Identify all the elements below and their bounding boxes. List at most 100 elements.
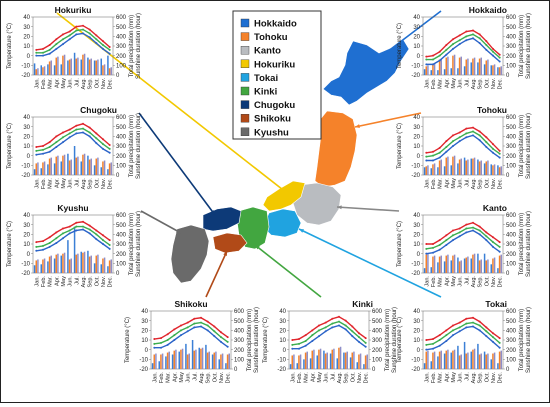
- bar-sunshine_b: [37, 259, 39, 273]
- point-max-temp: [425, 243, 428, 245]
- leader-kanto: [336, 206, 400, 212]
- point-max-temp: [344, 319, 347, 322]
- bar-precipitation: [316, 355, 318, 369]
- x-tick-label: Mar.: [48, 178, 54, 189]
- point-max-temp: [55, 135, 58, 138]
- bar-sunshine_b: [70, 258, 72, 273]
- point-mean-temp: [445, 239, 448, 242]
- bar-sunshine_a: [498, 255, 501, 273]
- point-mean-temp: [485, 235, 488, 238]
- y-tick-label: -20: [411, 73, 420, 79]
- x-tick-label: Aug.: [199, 372, 205, 384]
- bar-precipitation: [336, 358, 338, 369]
- x-tick-label: Apr.: [444, 78, 450, 88]
- point-mean-temp: [95, 38, 98, 41]
- y-tick-label: 0: [417, 252, 421, 258]
- bar-sunshine_a: [180, 349, 182, 369]
- point-min-temp: [95, 42, 98, 45]
- bar-sunshine_a: [458, 57, 461, 75]
- point-max-temp: [95, 34, 98, 37]
- point-max-temp: [68, 225, 71, 228]
- point-mean-temp: [206, 324, 209, 327]
- point-max-temp: [492, 47, 494, 50]
- y2-tick-label: 0: [506, 173, 510, 179]
- y2-tick-label: 600: [506, 115, 517, 121]
- point-mean-temp: [88, 228, 91, 231]
- bar-precipitation: [218, 359, 220, 369]
- y-axis-label: Temperature (°C): [397, 123, 403, 169]
- x-tick-label: May: [61, 276, 67, 287]
- point-max-temp: [331, 317, 334, 320]
- bar-sunshine_b: [427, 253, 429, 273]
- y2-tick-label: 400: [506, 329, 517, 335]
- bar-sunshine_b: [487, 259, 489, 273]
- bar-sunshine_a: [425, 254, 427, 273]
- bar-sunshine_b: [97, 157, 99, 175]
- x-tick-label: Aug.: [337, 372, 343, 384]
- bar-precipitation: [450, 165, 452, 175]
- point-mean-temp: [472, 226, 474, 229]
- line-mean-temp: [426, 226, 501, 250]
- point-max-temp: [452, 134, 454, 137]
- map-region-shikoku: [212, 232, 248, 254]
- point-max-temp: [485, 231, 488, 234]
- bar-sunshine_a: [160, 354, 162, 369]
- point-max-temp: [445, 329, 448, 332]
- bar-sunshine_a: [432, 256, 434, 273]
- x-tick-label: May: [61, 178, 67, 189]
- point-min-temp: [492, 151, 494, 154]
- bar-sunshine_b: [440, 58, 442, 75]
- x-tick-label: Jul.: [192, 372, 198, 381]
- y2-tick-label: 100: [372, 358, 383, 364]
- point-mean-temp: [35, 245, 38, 248]
- x-tick-label: Jun.: [458, 372, 464, 383]
- bar-sunshine_a: [82, 154, 84, 175]
- bar-precipitation: [205, 344, 207, 369]
- point-min-temp: [291, 347, 294, 350]
- y-tick-label: -20: [21, 271, 30, 277]
- bar-sunshine_b: [460, 56, 462, 75]
- y2-axis-label-sunshine: Sunshine duration (hour): [526, 113, 532, 179]
- bar-precipitation: [437, 356, 439, 369]
- point-min-temp: [445, 339, 448, 342]
- point-max-temp: [68, 30, 71, 33]
- point-mean-temp: [193, 322, 196, 325]
- bar-sunshine_b: [440, 255, 442, 273]
- point-min-temp: [82, 228, 84, 231]
- bar-precipitation: [490, 359, 492, 369]
- x-tick-label: May: [451, 372, 457, 383]
- bar-sunshine_a: [75, 254, 77, 273]
- x-tick-label: Aug.: [81, 178, 87, 190]
- bar-sunshine_b: [83, 251, 86, 273]
- bar-sunshine_b: [453, 349, 456, 369]
- y-tick-label: -10: [411, 262, 420, 268]
- point-mean-temp: [465, 322, 468, 325]
- point-max-temp: [102, 40, 104, 43]
- bar-precipitation: [490, 65, 492, 75]
- y-tick-label: 10: [23, 144, 30, 150]
- bar-sunshine_b: [460, 354, 462, 369]
- point-mean-temp: [492, 241, 494, 244]
- bar-sunshine_a: [62, 253, 64, 273]
- line-max-temp: [36, 123, 111, 148]
- bar-sunshine_a: [472, 349, 474, 369]
- point-min-temp: [68, 38, 71, 41]
- y-tick-label: 0: [145, 348, 149, 354]
- point-mean-temp: [68, 229, 71, 232]
- x-tick-label: Jun.: [458, 178, 464, 189]
- bar-sunshine_b: [168, 351, 170, 369]
- point-mean-temp: [108, 48, 111, 51]
- bar-sunshine_b: [90, 58, 92, 75]
- y-tick-label: 40: [23, 213, 30, 219]
- y2-tick-label: 600: [116, 115, 127, 121]
- point-min-temp: [108, 247, 111, 250]
- x-tick-label: May: [451, 276, 457, 287]
- point-min-temp: [82, 131, 84, 134]
- y2-tick-label: 0: [116, 173, 120, 179]
- bar-precipitation: [165, 356, 167, 369]
- y2-tick-label: 0: [506, 271, 510, 277]
- bar-sunshine_b: [353, 351, 355, 369]
- y-tick-label: -20: [21, 73, 30, 79]
- bar-sunshine_b: [366, 354, 368, 369]
